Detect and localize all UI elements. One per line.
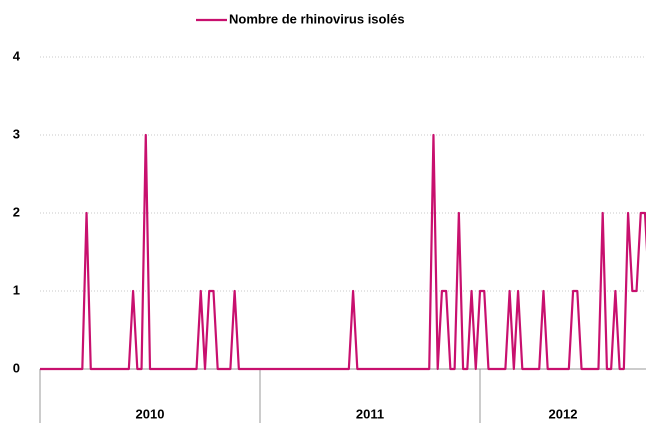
y-tick-label: 1 xyxy=(13,282,20,297)
data-line xyxy=(40,133,646,371)
y-tick-label: 3 xyxy=(13,126,20,141)
x-group-label: 2012 xyxy=(549,406,578,421)
y-tick-label: 2 xyxy=(13,204,20,219)
legend-label: Nombre de rhinovirus isolés xyxy=(229,11,405,26)
y-tick-label: 4 xyxy=(13,48,21,63)
x-group-label: 2011 xyxy=(356,406,384,421)
x-group-label: 2010 xyxy=(136,406,165,421)
y-tick-label: 0 xyxy=(13,360,20,375)
